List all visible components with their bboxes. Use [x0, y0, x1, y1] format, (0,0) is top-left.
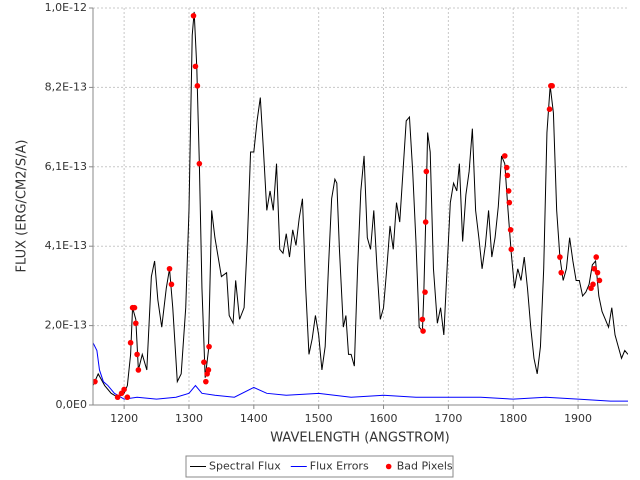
bad-pixel [190, 12, 197, 19]
bad-pixel [503, 164, 510, 171]
x-tick-label: 1400 [240, 412, 268, 425]
bad-pixel [124, 394, 131, 401]
y-tick-label: 0,0E0 [56, 398, 87, 411]
y-tick-label: 2,0E-13 [45, 319, 87, 332]
bad-pixel [114, 394, 121, 401]
x-tick-label: 1700 [434, 412, 462, 425]
bad-pixel [507, 227, 514, 233]
bad-pixel [194, 83, 201, 89]
bad-pixel [168, 281, 175, 288]
bad-pixel [590, 281, 596, 288]
y-tick-label: 1,0E-12 [45, 1, 87, 14]
bad-pixel [501, 153, 508, 159]
bad-pixel [205, 367, 212, 373]
bad-pixel [121, 386, 127, 393]
bad-pixel [557, 254, 563, 260]
x-tick-label: 1300 [175, 412, 203, 425]
bad-pixel [206, 343, 212, 350]
bad-pixel [591, 265, 598, 272]
bad-pixel [196, 160, 203, 167]
y-axis-title: FLUX (ERG/CM2/S/A) [15, 140, 30, 273]
bad-pixel [201, 359, 207, 365]
bad-pixel [422, 219, 429, 225]
legend-box [185, 455, 454, 478]
bad-pixel [419, 316, 426, 323]
bad-pixel [549, 83, 555, 89]
bad-pixel [423, 168, 430, 175]
bad-pixel [594, 269, 601, 276]
legend-swatch [385, 463, 392, 470]
bad-pixel [166, 265, 173, 272]
legend: Spectral Flux Flux Errors Bad Pixels [185, 455, 454, 478]
bad-pixel [203, 378, 209, 385]
series-line [93, 342, 628, 402]
legend-label: Bad Pixels [397, 460, 453, 473]
bad-pixel [546, 106, 553, 112]
bad-pixel [135, 367, 142, 373]
bad-pixel [131, 304, 138, 311]
bad-pixel [596, 277, 603, 284]
bad-pixel [133, 320, 139, 327]
series-line [93, 11, 628, 398]
bad-pixel [558, 269, 565, 276]
bad-pixel [192, 63, 199, 70]
x-tick-label: 1600 [370, 412, 398, 425]
x-tick-label: 1200 [110, 412, 138, 425]
bad-pixel [508, 246, 515, 253]
bad-pixel [505, 188, 512, 194]
bad-pixel [420, 328, 426, 334]
x-axis-title: WAVELENGTH (ANGSTROM) [270, 431, 449, 446]
bad-pixel [93, 378, 98, 385]
x-tick-label: 1800 [499, 412, 527, 425]
bad-pixel [134, 351, 140, 358]
bad-pixel [506, 199, 513, 206]
plot-area [93, 11, 628, 402]
x-tick-label: 1900 [564, 412, 592, 425]
bad-pixel [504, 172, 511, 179]
y-tick-label: 4,1E-13 [45, 239, 87, 252]
x-tick-label: 1500 [305, 412, 333, 425]
bad-pixel [593, 254, 600, 260]
y-tick-label: 6,1E-13 [45, 160, 87, 173]
legend-label: Spectral Flux [209, 460, 281, 473]
bad-pixel [422, 289, 428, 295]
legend-label: Flux Errors [310, 460, 369, 473]
y-tick-label: 8,2E-13 [45, 80, 87, 93]
bad-pixel [127, 339, 134, 346]
